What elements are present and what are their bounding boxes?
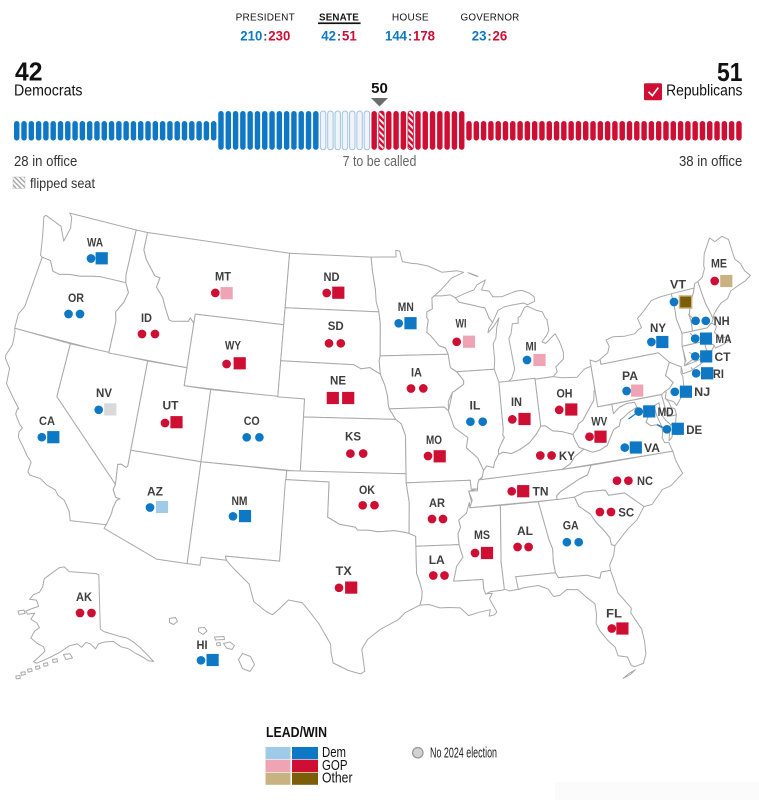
svg-text:LEAD/WIN: LEAD/WIN [266,724,327,741]
svg-text:TX: TX [336,564,352,578]
svg-text:50: 50 [371,80,388,97]
svg-text:MI: MI [526,340,537,354]
svg-text:OK: OK [359,483,375,497]
svg-text:NC: NC [637,474,653,488]
svg-text:178: 178 [413,28,435,44]
svg-text:IN: IN [511,395,522,409]
svg-text:MS: MS [474,528,490,542]
svg-text:230: 230 [268,28,290,44]
svg-text:WA: WA [87,236,103,250]
svg-text:NY: NY [650,321,666,335]
svg-text:HI: HI [197,638,208,652]
svg-text:AZ: AZ [147,485,163,499]
svg-text::: : [337,28,341,43]
svg-text:CO: CO [244,414,260,428]
svg-text:PA: PA [622,369,638,383]
svg-text:TN: TN [533,485,549,499]
svg-text:28 in office: 28 in office [14,153,77,170]
svg-text:Dem: Dem [322,745,346,761]
svg-text:flipped seat: flipped seat [30,175,95,191]
svg-text:NH: NH [714,314,730,328]
svg-text:51: 51 [342,28,357,44]
svg-text:42: 42 [15,59,43,87]
svg-text:MN: MN [398,300,414,314]
svg-text:NM: NM [232,494,248,508]
svg-text:WY: WY [225,339,241,353]
svg-text:RI: RI [713,367,724,381]
svg-text:7 to be called: 7 to be called [343,153,417,170]
svg-text:AL: AL [517,524,533,538]
svg-text:UT: UT [163,399,180,413]
svg-text:DE: DE [686,423,702,437]
svg-text:FL: FL [606,607,622,621]
svg-text:IL: IL [470,399,481,413]
svg-text:WV: WV [591,415,607,429]
svg-text:OH: OH [557,387,573,401]
svg-text:SC: SC [618,505,634,519]
svg-text:AR: AR [429,496,445,510]
svg-text:210: 210 [240,28,262,44]
svg-text:VA: VA [644,441,660,455]
svg-text::: : [263,28,267,43]
svg-text:42: 42 [321,28,336,44]
svg-text:26: 26 [493,28,508,44]
svg-text:Other: Other [322,771,353,787]
svg-text:VT: VT [670,278,687,292]
svg-text:GOVERNOR: GOVERNOR [461,13,520,24]
svg-text:Republicans: Republicans [666,83,743,100]
svg-text:MA: MA [716,332,732,346]
svg-text:No 2024 election: No 2024 election [430,745,497,762]
svg-text:AK: AK [76,590,92,604]
svg-text:MO: MO [426,433,442,447]
svg-text:ID: ID [141,311,152,325]
svg-text:ND: ND [324,270,340,284]
svg-text:WI: WI [456,317,467,331]
svg-text:SD: SD [328,319,344,333]
svg-text:Democrats: Democrats [14,83,83,100]
svg-text:SENATE: SENATE [319,13,359,24]
svg-text:CA: CA [39,414,55,428]
svg-text:MT: MT [215,270,232,284]
svg-text:NE: NE [330,374,346,388]
svg-text:IA: IA [411,366,422,380]
svg-text:HOUSE: HOUSE [392,13,429,24]
svg-text:CT: CT [715,350,732,364]
svg-text::: : [408,28,412,43]
svg-text:NV: NV [96,386,112,400]
svg-text:PRESIDENT: PRESIDENT [236,13,295,24]
svg-text:KY: KY [559,449,575,463]
svg-text:MD: MD [658,405,674,419]
svg-text:OR: OR [68,291,84,305]
svg-text:ME: ME [711,257,727,271]
svg-text:GA: GA [563,519,579,533]
svg-text:38 in office: 38 in office [679,153,742,170]
svg-text:GOP: GOP [322,758,348,774]
svg-text::: : [487,28,491,43]
svg-text:LA: LA [429,553,445,567]
svg-text:51: 51 [717,59,743,87]
svg-text:NJ: NJ [694,385,710,399]
svg-text:23: 23 [472,28,487,44]
svg-text:KS: KS [345,429,361,443]
svg-text:144: 144 [385,28,407,44]
